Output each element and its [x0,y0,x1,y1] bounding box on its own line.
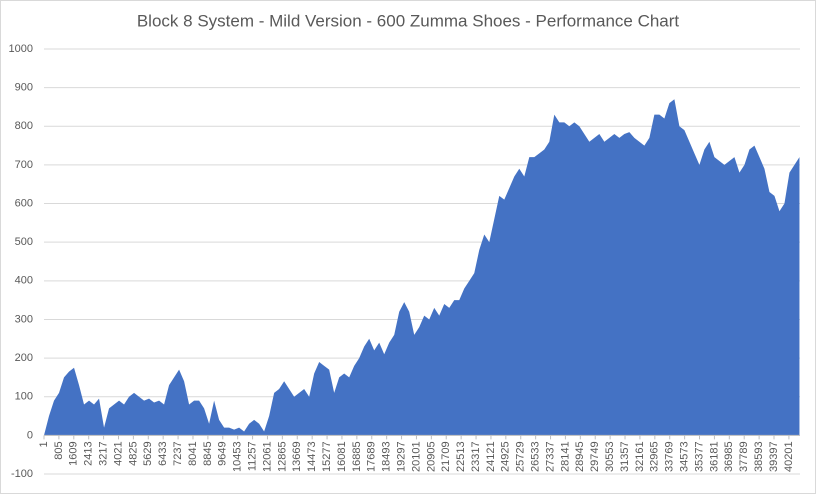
x-tick-label: 16081 [336,441,348,472]
x-tick-label: 36985 [723,441,735,472]
x-tick-label: 13669 [291,441,303,472]
x-tick-label: 10453 [232,441,244,472]
x-tick-label: 26533 [530,441,542,472]
y-tick-label: 600 [15,197,33,209]
x-tick-label: 32161 [634,441,646,472]
x-tick-label: 1 [38,441,50,447]
x-tick-label: 6433 [157,441,169,465]
y-tick-label: 400 [15,275,33,287]
x-tick-label: 34573 [679,441,691,472]
x-tick-label: 39397 [768,441,780,472]
y-tick-label: 100 [15,391,33,403]
x-tick-label: 12061 [261,441,273,472]
x-tick-label: 11257 [246,441,258,471]
x-tick-label: 28141 [559,441,571,472]
x-tick-label: 21709 [440,441,452,472]
x-tick-label: 35377 [693,441,705,472]
x-tick-label: 23317 [470,441,482,472]
x-tick-label: 27337 [544,441,556,472]
x-tick-label: 3217 [97,441,109,465]
x-tick-label: 8845 [202,441,214,465]
x-tick-label: 40201 [783,441,795,472]
x-tick-label: 9649 [217,441,229,465]
y-tick-label: 0 [27,429,33,441]
y-tick-label: 700 [15,159,33,171]
y-tick-label: -100 [11,468,33,480]
y-tick-label: 800 [15,120,33,132]
x-tick-label: 17689 [366,441,378,472]
x-tick-label: 29749 [589,441,601,472]
x-tick-label: 19297 [395,441,407,472]
x-tick-label: 22513 [455,441,467,472]
x-tick-label: 24925 [500,441,512,472]
x-tick-label: 20101 [410,441,422,472]
x-tick-label: 38593 [753,441,765,472]
x-tick-label: 15277 [321,441,333,472]
x-tick-label: 25729 [515,441,527,472]
y-tick-label: 500 [15,236,33,248]
x-tick-label: 28945 [574,441,586,472]
x-tick-label: 24121 [485,441,497,472]
x-tick-label: 5629 [142,441,154,465]
x-tick-label: 1609 [68,441,80,465]
x-tick-label: 30553 [604,441,616,472]
x-tick-label: 31357 [619,441,631,472]
x-tick-label: 805 [53,441,65,459]
y-tick-label: 1000 [9,43,33,55]
x-tick-label: 12865 [276,441,288,472]
y-tick-label: 200 [15,352,33,364]
x-tick-label: 4825 [127,441,139,465]
x-tick-label: 36181 [708,441,720,472]
x-tick-label: 37789 [738,441,750,472]
area [44,99,800,436]
x-tick-label: 33769 [664,441,676,472]
x-tick-label: 8041 [187,441,199,465]
x-tick-label: 2413 [83,441,95,465]
y-tick-label: 300 [15,313,33,325]
x-tick-label: 14473 [306,441,318,472]
y-tick-label: 900 [15,82,33,94]
x-tick-label: 32965 [649,441,661,472]
x-tick-label: 18493 [381,441,393,472]
chart-title: Block 8 System - Mild Version - 600 Zumm… [137,11,680,30]
x-tick-label: 4021 [112,441,124,465]
x-tick-label: 16885 [351,441,363,472]
x-tick-label: 20905 [425,441,437,472]
x-tick-label: 7237 [172,441,184,465]
